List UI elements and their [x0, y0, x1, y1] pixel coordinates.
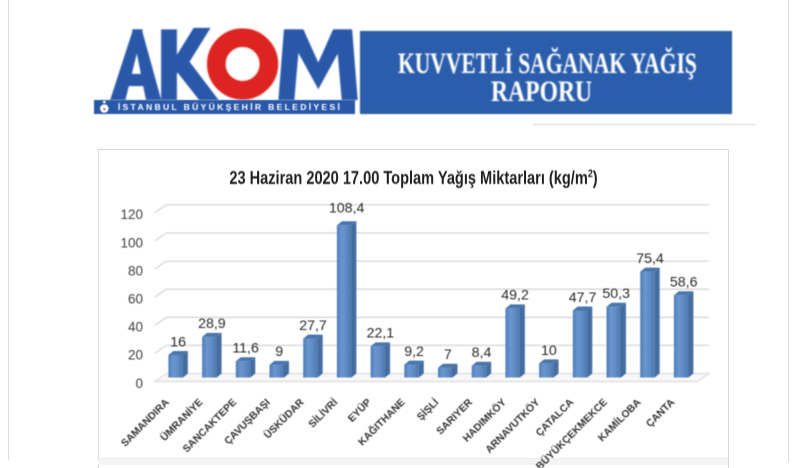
svg-text:SİLİVRİ: SİLİVRİ: [306, 396, 341, 431]
svg-text:ŞİŞLİ: ŞİŞLİ: [414, 396, 441, 423]
svg-text:20: 20: [128, 348, 143, 363]
svg-text:16: 16: [170, 334, 186, 350]
svg-text:ARNAVUTKÖY: ARNAVUTKÖY: [482, 396, 542, 456]
svg-text:120: 120: [120, 207, 143, 222]
svg-text:9: 9: [275, 344, 283, 360]
svg-text:50,3: 50,3: [602, 286, 630, 302]
svg-text:22,1: 22,1: [367, 326, 395, 342]
svg-text:47,7: 47,7: [569, 290, 597, 306]
svg-text:100: 100: [120, 235, 143, 250]
svg-text:27,7: 27,7: [299, 318, 327, 334]
svg-text:10: 10: [541, 343, 557, 359]
svg-text:75,4: 75,4: [636, 251, 664, 267]
svg-text:8,4: 8,4: [472, 345, 492, 361]
svg-text:11,6: 11,6: [232, 341, 259, 357]
svg-text:49,2: 49,2: [501, 288, 529, 304]
svg-text:108,4: 108,4: [329, 201, 365, 217]
svg-text:7: 7: [444, 347, 452, 363]
svg-text:EYÜP: EYÜP: [345, 396, 374, 425]
svg-text:40: 40: [128, 320, 143, 335]
svg-text:ÇANTA: ÇANTA: [644, 397, 677, 430]
svg-text:58,6: 58,6: [670, 275, 698, 291]
svg-text:80: 80: [128, 263, 143, 278]
svg-text:28,9: 28,9: [198, 316, 226, 332]
svg-text:9,2: 9,2: [404, 344, 424, 360]
svg-text:0: 0: [135, 376, 143, 391]
svg-text:60: 60: [128, 292, 143, 307]
